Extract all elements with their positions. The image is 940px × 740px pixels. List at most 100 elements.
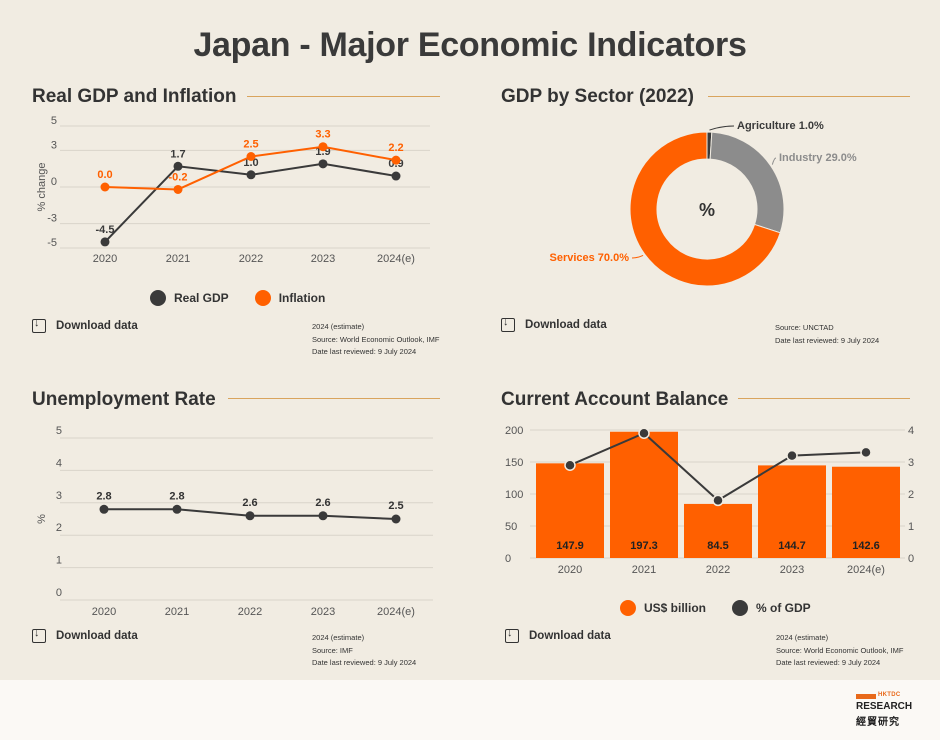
legend-label-usd: US$ billion: [644, 601, 707, 615]
y-tick-label: 0: [56, 587, 62, 599]
x-tick-label: 2021: [166, 253, 190, 265]
real-gdp-data-label: 1.0: [243, 157, 258, 169]
note-line: Date last reviewed: 9 July 2024: [312, 347, 417, 356]
y-tick-label: -5: [47, 237, 57, 249]
inflation-data-label: 2.5: [243, 139, 258, 151]
x-tick-label: 2021: [632, 564, 656, 576]
legend-label-inflation: Inflation: [278, 291, 326, 305]
y-tick-label: 1: [56, 555, 62, 567]
unemployment-point: [245, 511, 255, 521]
x-tick-label: 2023: [780, 564, 804, 576]
x-tick-label: 2024(e): [377, 606, 415, 618]
y-tick-label: 4: [56, 457, 62, 469]
bar-data-label: 144.7: [778, 540, 806, 552]
download-icon: [32, 317, 46, 333]
y-tick-label: 5: [56, 425, 62, 437]
y2-tick-label: 3: [908, 457, 914, 469]
slice-label: Industry 29.0%: [779, 152, 857, 164]
pct-gdp-point: [712, 494, 724, 507]
unemployment-notes: 2024 (estimate) Source: IMF Date last re…: [312, 632, 416, 670]
slice-leader-line: [771, 157, 777, 165]
bar-data-label: 147.9: [556, 540, 584, 552]
download-data-button[interactable]: Download data: [505, 627, 611, 643]
y-axis-label: % change: [36, 163, 48, 212]
y-tick-label: 50: [505, 521, 517, 533]
title-rule: [738, 398, 910, 399]
slice-leader-line: [631, 254, 644, 259]
download-label: Download data: [529, 630, 611, 642]
note-line: Source: World Economic Outlook, IMF: [312, 334, 440, 344]
unemployment-title: Unemployment Rate: [32, 389, 216, 410]
download-label: Download data: [56, 630, 138, 642]
x-tick-label: 2020: [92, 606, 116, 618]
legend-label-real-gdp: Real GDP: [174, 291, 229, 305]
logo-bar: [856, 694, 876, 699]
unemployment-data-label: 2.8: [96, 490, 111, 502]
download-label: Download data: [56, 320, 138, 332]
unemployment-data-label: 2.5: [388, 500, 403, 512]
slice-label: Agriculture 1.0%: [737, 120, 824, 132]
pct-gdp-point: [638, 427, 650, 439]
unemployment-data-label: 2.6: [242, 497, 257, 509]
bar: [758, 465, 826, 558]
y-tick-label: 5: [51, 115, 57, 127]
bar-data-label: 142.6: [852, 540, 880, 552]
y-tick-label: 150: [505, 457, 523, 469]
gdp-inflation-title: Real GDP and Inflation: [32, 86, 237, 107]
note-line: 2024 (estimate): [312, 322, 365, 331]
unemployment-point: [99, 504, 109, 514]
inflation-point: [100, 182, 110, 192]
real-gdp-point: [173, 161, 183, 171]
legend-swatch-usd: [620, 600, 636, 616]
y-tick-label: 3: [51, 139, 57, 151]
y2-tick-label: 0: [908, 553, 914, 565]
y2-tick-label: 4: [908, 425, 914, 437]
bar-data-label: 84.5: [707, 540, 728, 552]
inflation-point: [391, 155, 401, 165]
note-line: 2024 (estimate): [312, 633, 365, 642]
title-rule: [228, 398, 440, 399]
y2-tick-label: 1: [908, 521, 914, 533]
download-data-button[interactable]: Download data: [32, 317, 138, 333]
x-tick-label: 2024(e): [377, 253, 415, 265]
current-account-notes: 2024 (estimate) Source: World Economic O…: [776, 632, 903, 670]
pct-gdp-point: [860, 446, 872, 459]
inflation-data-label: -0.2: [169, 171, 188, 183]
x-tick-label: 2022: [239, 253, 263, 265]
note-line: 2024 (estimate): [776, 633, 829, 642]
gdp-inflation-notes: 2024 (estimate) Source: World Economic O…: [312, 321, 439, 359]
note-line: Date last reviewed: 9 July 2024: [776, 658, 881, 667]
inflation-data-label: 2.2: [388, 142, 403, 154]
footer-band: [0, 680, 940, 740]
bar: [684, 503, 752, 558]
y-tick-label: -3: [47, 213, 57, 225]
download-label: Download data: [525, 319, 607, 331]
inflation-data-label: 0.0: [97, 169, 112, 181]
download-data-button[interactable]: Download data: [32, 627, 138, 643]
x-tick-label: 2020: [558, 564, 582, 576]
inflation-point: [246, 152, 256, 161]
legend-swatch-pct-gdp: [732, 600, 749, 616]
inflation-point: [173, 184, 183, 194]
download-icon: [505, 627, 519, 643]
x-tick-label: 2022: [706, 564, 730, 576]
bar: [536, 463, 604, 558]
legend-label-pct-gdp: % of GDP: [756, 601, 811, 615]
title-rule: [708, 96, 910, 97]
note-line: Source: World Economic Outlook, IMF: [776, 645, 904, 655]
y-axis-label: %: [36, 514, 48, 524]
unemployment-data-label: 2.6: [315, 497, 330, 509]
slice-leader-line: [709, 125, 735, 131]
donut-center-label: %: [699, 200, 715, 220]
y-tick-label: 200: [505, 425, 523, 437]
gdp-sector-title: GDP by Sector (2022): [501, 86, 694, 107]
y2-tick-label: 2: [908, 489, 914, 501]
y-tick-label: 0: [51, 176, 57, 188]
real-gdp-data-label: 1.7: [170, 148, 185, 160]
real-gdp-point: [100, 237, 110, 247]
download-data-button[interactable]: Download data: [501, 316, 607, 332]
download-icon: [501, 316, 515, 332]
